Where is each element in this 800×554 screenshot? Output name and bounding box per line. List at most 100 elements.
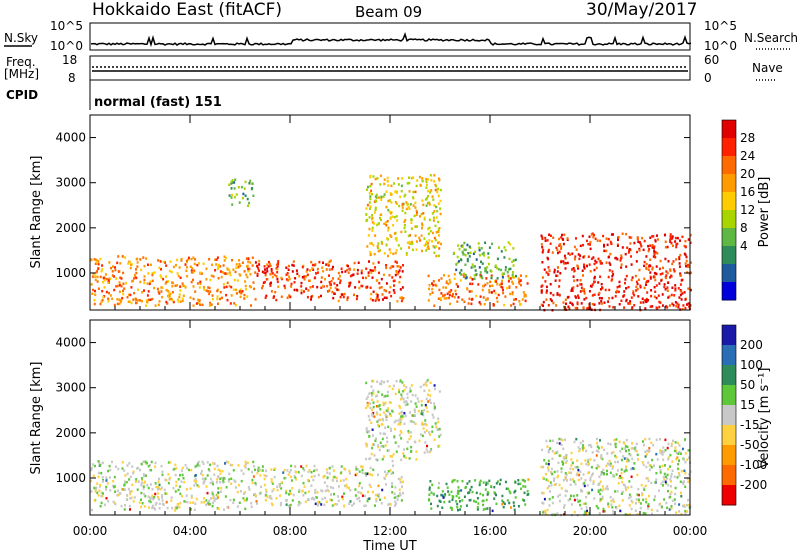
range-cell	[468, 255, 471, 258]
range-cell	[547, 479, 549, 482]
range-cell	[509, 292, 512, 296]
range-cell	[573, 480, 576, 483]
range-cell	[556, 512, 559, 515]
range-cell	[663, 283, 666, 286]
range-cell	[382, 445, 385, 448]
velocity-cbar-label: Velocity [m s⁻¹]	[757, 368, 772, 469]
range-cell	[314, 502, 317, 506]
range-cell	[426, 201, 429, 205]
range-cell	[157, 303, 160, 307]
range-cell	[687, 238, 690, 241]
range-cell	[471, 282, 474, 286]
range-cell	[254, 271, 257, 274]
range-cell	[679, 239, 681, 242]
range-cell	[512, 247, 515, 250]
range-cell	[620, 458, 623, 462]
range-cell	[116, 284, 119, 288]
range-cell	[630, 263, 633, 266]
range-cell	[541, 448, 544, 452]
range-cell	[426, 450, 429, 454]
range-cell	[476, 508, 479, 511]
range-cell	[562, 260, 565, 263]
range-cell	[420, 404, 423, 407]
range-cell	[405, 253, 408, 256]
range-cell	[624, 252, 627, 256]
range-cell	[658, 300, 661, 304]
range-cell	[608, 269, 611, 272]
range-cell	[471, 490, 474, 494]
range-cell	[485, 298, 487, 302]
range-cell	[232, 469, 235, 472]
range-cell	[582, 502, 585, 506]
range-cell	[425, 384, 428, 387]
range-cell	[383, 402, 386, 406]
range-cell	[438, 247, 441, 250]
range-cell	[244, 180, 247, 184]
range-cell	[467, 252, 470, 255]
range-cell	[365, 381, 368, 385]
range-cell	[470, 485, 473, 489]
range-cell	[569, 497, 572, 501]
range-cell	[458, 500, 461, 503]
range-cell	[153, 496, 156, 499]
range-cell	[554, 279, 557, 282]
range-cell	[192, 271, 195, 274]
range-cell	[576, 459, 579, 462]
range-cell	[574, 306, 577, 310]
range-cell	[285, 266, 288, 269]
range-cell	[274, 290, 277, 294]
range-cell	[392, 265, 395, 268]
range-cell	[482, 493, 484, 497]
range-cell	[607, 300, 610, 303]
range-cell	[221, 271, 224, 274]
range-cell	[123, 469, 126, 472]
range-cell	[317, 473, 320, 477]
range-cell	[550, 471, 553, 474]
range-cell	[409, 203, 412, 206]
range-cell	[560, 443, 563, 447]
range-cell	[254, 261, 257, 264]
range-cell	[183, 285, 186, 288]
range-cell	[429, 480, 432, 483]
range-cell	[400, 398, 402, 401]
range-cell	[669, 465, 671, 468]
range-cell	[579, 499, 581, 503]
range-cell	[670, 293, 673, 297]
range-cell	[122, 271, 125, 275]
range-cell	[457, 296, 460, 299]
range-cell	[361, 468, 364, 472]
range-cell	[316, 285, 319, 289]
range-cell	[244, 194, 247, 197]
range-cell	[636, 287, 639, 291]
range-cell	[500, 250, 503, 253]
range-cell	[507, 280, 510, 283]
range-cell	[264, 499, 267, 502]
range-cell	[643, 260, 646, 264]
range-cell	[437, 220, 440, 224]
range-cell	[526, 493, 529, 496]
range-cell	[331, 465, 334, 468]
nave-label: Nave	[752, 61, 783, 75]
range-cell	[519, 303, 522, 306]
range-cell	[391, 482, 393, 485]
range-cell	[547, 449, 550, 452]
range-cell	[111, 297, 114, 301]
range-cell	[654, 256, 657, 259]
range-cell	[217, 302, 219, 305]
range-cell	[545, 478, 548, 481]
range-cell	[266, 495, 269, 498]
range-cell	[647, 494, 650, 498]
range-cell	[386, 436, 388, 440]
range-cell	[684, 298, 687, 301]
range-cell	[456, 502, 459, 506]
range-cell	[195, 497, 198, 501]
range-cell	[558, 237, 561, 241]
range-cell	[229, 463, 232, 467]
range-cell	[205, 267, 208, 270]
range-cell	[132, 470, 135, 473]
range-cell	[99, 275, 102, 279]
range-cell	[143, 474, 145, 478]
range-cell	[574, 482, 577, 486]
range-cell	[563, 254, 566, 258]
range-cell	[621, 447, 624, 450]
